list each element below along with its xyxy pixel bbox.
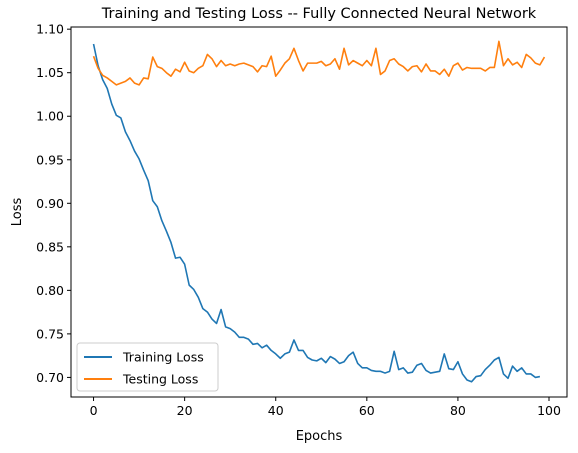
x-tick-label: 40 xyxy=(268,403,284,418)
y-tick-label: 0.75 xyxy=(36,326,64,341)
y-tick-label: 0.70 xyxy=(36,370,64,385)
series-line-0 xyxy=(92,43,541,383)
y-axis: 0.70 0.75 0.80 0.85 0.90 0.95 1.00 1.05 1.10 xyxy=(36,22,71,385)
x-axis-label: Epochs xyxy=(296,429,343,444)
legend-label-training: Training Loss xyxy=(122,350,204,365)
y-axis-label: Loss xyxy=(10,198,25,227)
y-tick-label: 0.85 xyxy=(36,239,64,254)
x-axis: 0 20 40 60 80 100 xyxy=(90,397,561,418)
plot-area xyxy=(92,40,546,383)
legend: Training Loss Testing Loss xyxy=(76,342,219,392)
y-tick-label: 1.10 xyxy=(36,22,64,37)
legend-label-testing: Testing Loss xyxy=(122,372,198,387)
y-tick-label: 0.80 xyxy=(36,283,64,298)
y-tick-label: 1.00 xyxy=(36,109,64,124)
legend-box xyxy=(76,342,219,392)
plot-frame xyxy=(70,26,568,398)
chart-title: Training and Testing Loss -- Fully Conne… xyxy=(101,6,537,22)
y-tick-label: 0.90 xyxy=(36,196,64,211)
y-tick-label: 1.05 xyxy=(36,65,64,80)
y-tick-label: 0.95 xyxy=(36,152,64,167)
x-tick-label: 0 xyxy=(90,403,98,418)
series-line-1 xyxy=(92,40,546,86)
x-tick-label: 100 xyxy=(537,403,561,418)
x-tick-label: 60 xyxy=(359,403,375,418)
x-tick-label: 20 xyxy=(177,403,193,418)
x-tick-label: 80 xyxy=(450,403,466,418)
